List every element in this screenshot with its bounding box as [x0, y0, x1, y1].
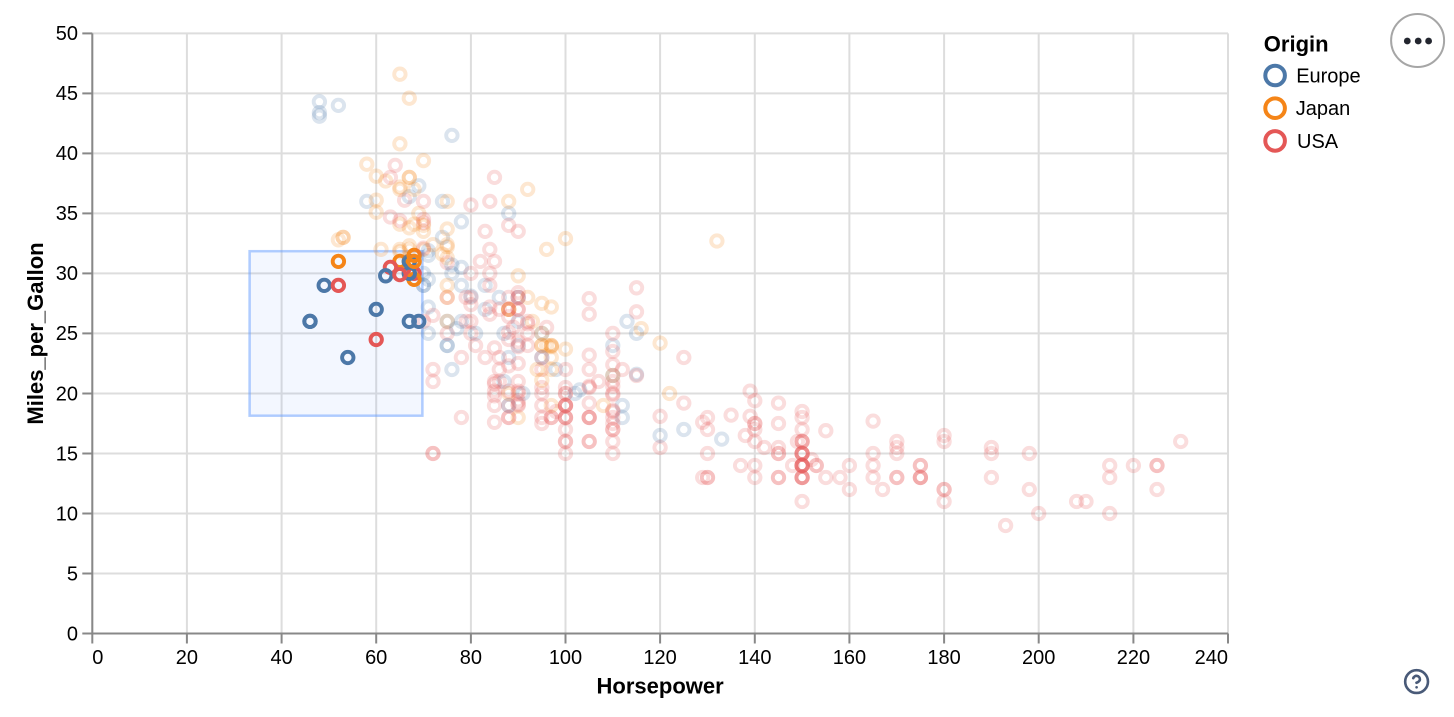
svg-text:20: 20 — [176, 647, 198, 669]
svg-text:240: 240 — [1195, 647, 1228, 669]
svg-text:160: 160 — [833, 647, 866, 669]
svg-text:35: 35 — [56, 203, 78, 225]
svg-text:100: 100 — [549, 647, 582, 669]
svg-text:220: 220 — [1117, 647, 1150, 669]
svg-text:200: 200 — [1022, 647, 1055, 669]
svg-text:25: 25 — [56, 323, 78, 345]
svg-text:Miles_per_Gallon: Miles_per_Gallon — [23, 242, 48, 424]
svg-text:20: 20 — [56, 383, 78, 405]
svg-text:60: 60 — [365, 647, 387, 669]
svg-text:0: 0 — [92, 647, 103, 669]
svg-text:10: 10 — [56, 503, 78, 525]
svg-text:140: 140 — [738, 647, 771, 669]
svg-text:Europe: Europe — [1296, 66, 1361, 88]
svg-text:80: 80 — [460, 647, 482, 669]
svg-text:180: 180 — [927, 647, 960, 669]
svg-text:Horsepower: Horsepower — [597, 673, 725, 698]
svg-text:40: 40 — [56, 143, 78, 165]
svg-text:0: 0 — [67, 623, 78, 645]
svg-text:30: 30 — [56, 263, 78, 285]
svg-text:Japan: Japan — [1296, 98, 1351, 120]
svg-text:Origin: Origin — [1264, 31, 1329, 56]
svg-text:50: 50 — [56, 23, 78, 45]
svg-text:45: 45 — [56, 83, 78, 105]
svg-text:USA: USA — [1297, 131, 1339, 153]
svg-text:120: 120 — [643, 647, 676, 669]
svg-text:15: 15 — [56, 443, 78, 465]
svg-text:5: 5 — [67, 563, 78, 585]
svg-text:40: 40 — [270, 647, 292, 669]
